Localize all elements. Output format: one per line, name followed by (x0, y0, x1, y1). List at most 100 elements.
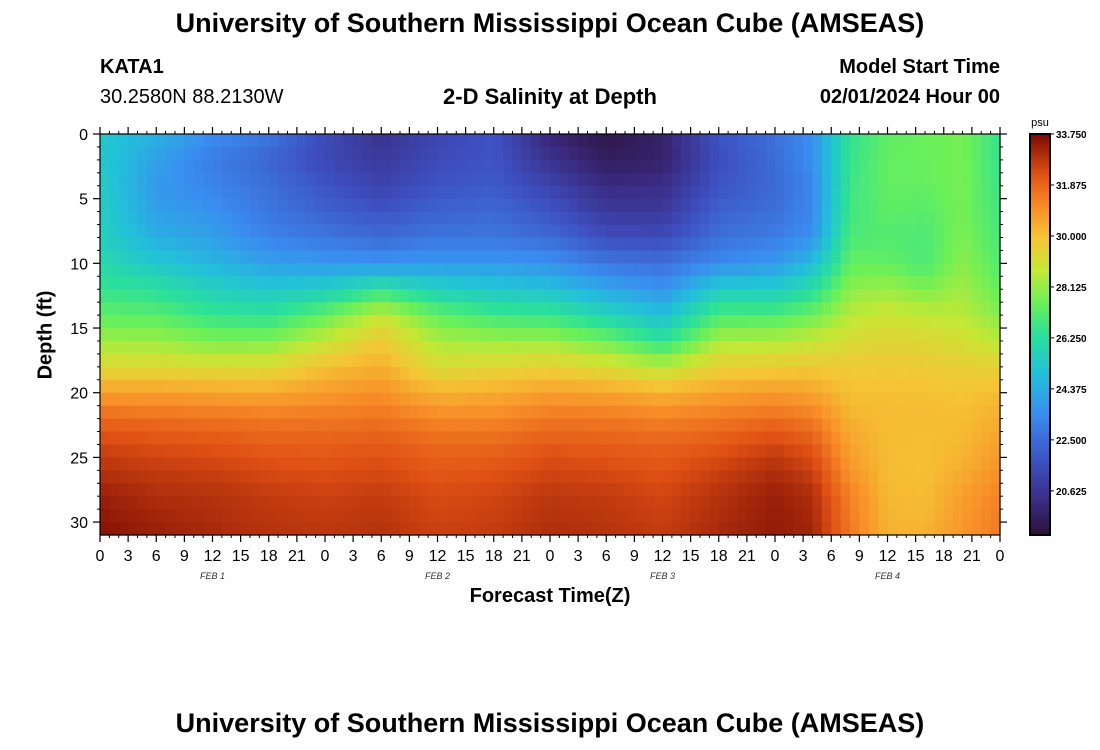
heatmap-cell (793, 250, 804, 264)
heatmap-cell (803, 522, 814, 536)
heatmap-cell (775, 418, 785, 433)
heatmap-cell (812, 198, 823, 213)
heatmap-cell (934, 237, 945, 252)
heatmap-cell (231, 250, 242, 264)
heatmap-cell (278, 457, 289, 471)
heatmap-cell (915, 185, 926, 200)
heatmap-cell (671, 457, 682, 471)
heatmap-cell (268, 392, 279, 407)
heatmap-cell (409, 224, 420, 239)
heatmap-cell (559, 444, 570, 458)
colorbar-swatch (1030, 304, 1050, 309)
heatmap-cell (100, 379, 110, 394)
heatmap-cell (428, 224, 439, 239)
heatmap-cell (343, 444, 354, 458)
heatmap-cell (896, 224, 907, 239)
heatmap-cell (615, 289, 626, 303)
heatmap-cell (175, 250, 185, 264)
heatmap-cell (615, 250, 626, 264)
heatmap-cell (550, 457, 560, 471)
heatmap-cell (671, 302, 682, 316)
heatmap-cell (540, 483, 551, 497)
heatmap-cell (400, 289, 410, 303)
heatmap-cell (418, 146, 429, 161)
heatmap-cell (334, 159, 345, 174)
heatmap-cell (278, 483, 289, 497)
heatmap-cell (606, 340, 617, 355)
heatmap-cell (268, 483, 279, 497)
heatmap-cell (943, 263, 954, 277)
heatmap-cell (484, 289, 495, 303)
heatmap-cell (878, 457, 889, 471)
colorbar-swatch (1030, 488, 1050, 493)
heatmap-cell (653, 237, 664, 252)
x-tick-label: 15 (457, 548, 475, 565)
colorbar-swatch (1030, 177, 1050, 182)
heatmap-cell (953, 483, 964, 497)
colorbar-swatch (1030, 307, 1050, 312)
heatmap-cell (128, 263, 139, 277)
heatmap-cell (756, 276, 767, 290)
heatmap-cell (175, 470, 185, 484)
heatmap-cell (606, 211, 617, 226)
heatmap-cell (981, 302, 992, 316)
colorbar-swatch (1030, 468, 1050, 473)
heatmap-cell (334, 211, 345, 226)
heatmap-cell (203, 483, 214, 497)
heatmap-cell (915, 431, 926, 446)
heatmap-cell (493, 366, 504, 381)
heatmap-cell (146, 418, 157, 433)
heatmap-cell (512, 263, 523, 277)
heatmap-cell (231, 379, 242, 394)
heatmap-cell (418, 211, 429, 226)
heatmap-cell (240, 483, 251, 497)
colorbar-swatch (1030, 481, 1050, 486)
heatmap-cell (840, 340, 851, 355)
heatmap-cell (606, 509, 617, 523)
heatmap-cell (381, 470, 392, 484)
heatmap-cell (212, 496, 223, 510)
heatmap-cell (390, 470, 401, 484)
heatmap-cell (850, 405, 860, 420)
heatmap-cell (981, 379, 992, 394)
heatmap-cell (812, 263, 823, 277)
colorbar-swatch (1030, 401, 1050, 406)
heatmap-cell (643, 418, 654, 433)
heatmap-cell (756, 172, 767, 187)
heatmap-cell (465, 522, 476, 536)
heatmap-cell (878, 496, 889, 510)
colorbar-swatch (1030, 157, 1050, 162)
heatmap-cell (296, 302, 307, 316)
heatmap-cell (765, 418, 776, 433)
heatmap-cell (371, 509, 382, 523)
heatmap-cell (746, 418, 757, 433)
heatmap-cell (643, 509, 654, 523)
heatmap-cell (990, 224, 1001, 239)
heatmap-cell (371, 263, 382, 277)
colorbar: 33.75031.87530.00028.12526.25024.37522.5… (1029, 117, 1087, 536)
heatmap-cell (606, 276, 617, 290)
heatmap-cell (859, 366, 870, 381)
heatmap-cell (681, 470, 692, 484)
heatmap-cell (671, 522, 682, 536)
heatmap-cell (250, 444, 260, 458)
heatmap-cell (615, 457, 626, 471)
heatmap-cell (465, 159, 476, 174)
x-tick-label: 18 (935, 548, 953, 565)
heatmap-cell (793, 328, 804, 342)
heatmap-cell (193, 379, 204, 394)
heatmap-cell (118, 134, 129, 148)
heatmap-cell (456, 483, 467, 497)
heatmap-cell (981, 509, 992, 523)
heatmap-cell (371, 392, 382, 407)
heatmap-cell (521, 470, 532, 484)
heatmap-cell (868, 328, 879, 342)
heatmap-cell (878, 250, 889, 264)
heatmap-cell (915, 340, 926, 355)
heatmap-cell (690, 289, 701, 303)
heatmap-cell (156, 522, 167, 536)
heatmap-cell (137, 289, 148, 303)
heatmap-cell (840, 444, 851, 458)
heatmap-cell (690, 496, 701, 510)
heatmap-cell (700, 405, 710, 420)
